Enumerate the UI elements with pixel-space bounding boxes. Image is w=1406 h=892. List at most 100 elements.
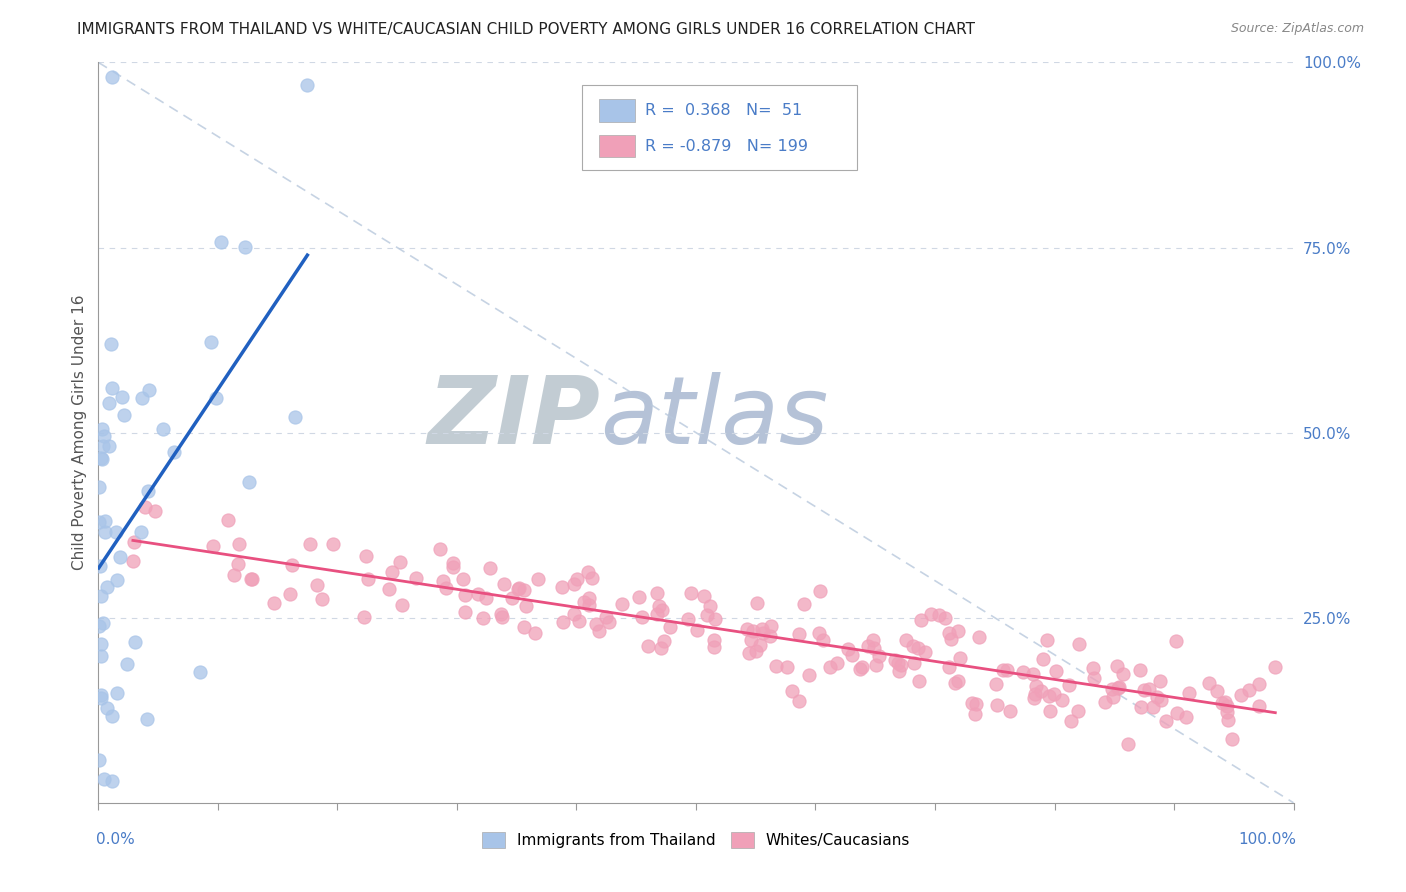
Point	[98, 395, 121, 409]
Point	[759, 629, 782, 643]
Point	[322, 537, 344, 551]
Point	[1218, 714, 1240, 728]
Point	[90, 690, 112, 705]
Point	[585, 617, 607, 632]
Point	[868, 648, 890, 663]
Point	[513, 582, 536, 597]
Point	[89, 558, 111, 573]
Point	[1094, 695, 1116, 709]
Point	[94, 524, 117, 539]
Text: 0.0%: 0.0%	[96, 831, 135, 847]
Point	[825, 657, 848, 671]
Point	[696, 608, 718, 623]
Legend: Immigrants from Thailand, Whites/Caucasians: Immigrants from Thailand, Whites/Caucasi…	[475, 826, 917, 855]
Point	[735, 622, 758, 636]
Point	[949, 651, 972, 665]
Point	[920, 607, 942, 621]
Point	[491, 609, 513, 624]
Point	[100, 709, 122, 723]
Point	[837, 641, 859, 656]
Point	[105, 573, 128, 587]
Point	[598, 615, 620, 629]
Point	[946, 624, 969, 639]
Point	[513, 620, 536, 634]
Point	[240, 573, 263, 587]
Point	[389, 555, 412, 569]
Point	[627, 590, 650, 604]
Point	[1239, 682, 1261, 697]
Point	[100, 337, 122, 351]
Point	[1137, 682, 1160, 697]
Point	[524, 626, 547, 640]
Point	[562, 607, 585, 621]
Point	[100, 773, 122, 788]
Point	[354, 549, 377, 563]
Point	[381, 565, 404, 579]
Point	[89, 618, 111, 632]
Point	[307, 578, 329, 592]
Point	[311, 591, 333, 606]
Point	[515, 599, 537, 613]
Text: IMMIGRANTS FROM THAILAND VS WHITE/CAUCASIAN CHILD POVERTY AMONG GIRLS UNDER 16 C: IMMIGRANTS FROM THAILAND VS WHITE/CAUCAS…	[77, 22, 976, 37]
Point	[467, 587, 489, 601]
Point	[96, 580, 118, 594]
Point	[122, 554, 145, 568]
Point	[492, 577, 515, 591]
Point	[1083, 672, 1105, 686]
Point	[1213, 695, 1236, 709]
Point	[938, 659, 960, 673]
Point	[281, 558, 304, 573]
Point	[205, 391, 228, 405]
Point	[117, 657, 139, 671]
Text: Source: ZipAtlas.com: Source: ZipAtlas.com	[1230, 22, 1364, 36]
Point	[1211, 696, 1233, 710]
Point	[1024, 687, 1046, 701]
Point	[353, 609, 375, 624]
Point	[1107, 681, 1129, 695]
Point	[1129, 663, 1152, 677]
Point	[631, 610, 654, 624]
Point	[984, 676, 1007, 690]
Point	[134, 500, 156, 514]
Point	[441, 559, 464, 574]
Point	[163, 445, 186, 459]
Y-axis label: Child Poverty Among Girls Under 16: Child Poverty Among Girls Under 16	[72, 295, 87, 570]
Point	[124, 635, 146, 649]
Point	[90, 688, 112, 702]
FancyBboxPatch shape	[599, 99, 636, 121]
Point	[454, 588, 477, 602]
Point	[914, 645, 936, 659]
Point	[887, 656, 910, 670]
Point	[551, 615, 574, 629]
Point	[475, 591, 498, 606]
Point	[793, 597, 815, 611]
Point	[807, 625, 830, 640]
Point	[105, 524, 128, 539]
Point	[508, 581, 530, 595]
Point	[986, 698, 1008, 713]
Point	[960, 697, 983, 711]
Point	[997, 664, 1019, 678]
Point	[453, 572, 475, 586]
Point	[562, 577, 585, 591]
Point	[87, 480, 110, 494]
Point	[927, 608, 949, 623]
Point	[112, 409, 135, 423]
Point	[565, 572, 588, 586]
Point	[993, 663, 1015, 677]
Point	[226, 557, 249, 571]
Point	[378, 582, 401, 596]
Point	[138, 383, 160, 397]
Point	[998, 704, 1021, 718]
Point	[1032, 652, 1054, 666]
Point	[658, 620, 681, 634]
Point	[357, 572, 380, 586]
Point	[751, 622, 773, 636]
Point	[1116, 737, 1139, 751]
Point	[678, 612, 700, 626]
Point	[699, 599, 721, 613]
Point	[93, 616, 115, 631]
Point	[200, 335, 222, 350]
Point	[789, 694, 811, 708]
Point	[738, 646, 761, 660]
